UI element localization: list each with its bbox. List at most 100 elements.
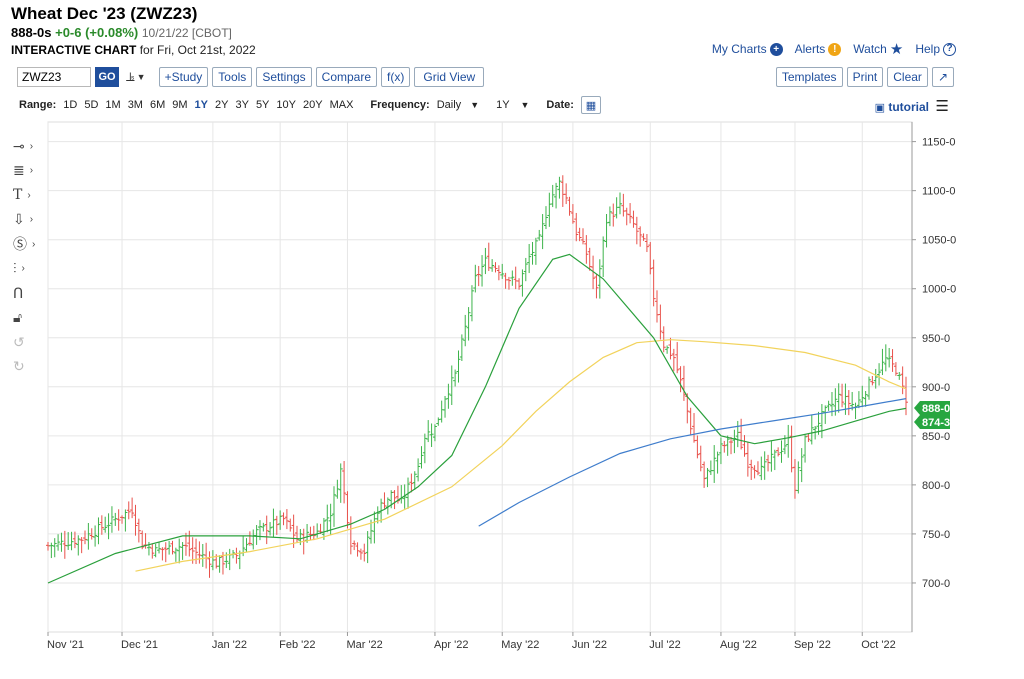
expand-icon: ↗ <box>937 70 948 84</box>
chevron-right-icon: › <box>29 165 34 177</box>
y-tick-label: 950-0 <box>922 333 950 345</box>
range-2y[interactable]: 2Y <box>215 99 229 111</box>
y-tick-label: 750-0 <box>922 529 950 541</box>
undo-icon: ↺ <box>13 333 25 350</box>
ma-price-tag <box>914 415 950 429</box>
range-6m[interactable]: 6M <box>149 99 166 111</box>
date-label: Date: <box>546 99 574 111</box>
compare-button[interactable]: Compare <box>315 67 378 87</box>
range-max[interactable]: MAX <box>329 99 354 111</box>
y-tick-label: 900-0 <box>922 382 950 394</box>
x-tick-label: Jun '22 <box>572 639 607 651</box>
frequency-value: Daily <box>436 99 462 111</box>
range-1y[interactable]: 1Y <box>194 99 208 111</box>
magnet-icon: Ո <box>13 284 24 301</box>
right-toolbar: Templates Print Clear ↗ <box>775 67 954 87</box>
help-label: Help <box>915 42 940 56</box>
magnet-tool[interactable]: Ո <box>13 281 45 306</box>
chevron-down-icon: ▼ <box>136 72 146 82</box>
clear-button[interactable]: Clear <box>887 67 928 87</box>
line-tool[interactable]: ⊸ › <box>13 134 45 159</box>
x-tick-label: Aug '22 <box>720 639 757 651</box>
help-link[interactable]: Help ? <box>915 42 956 56</box>
tutorial-link[interactable]: ▣ tutorial <box>875 100 929 114</box>
page-title: Wheat Dec '23 (ZWZ23) <box>11 4 198 23</box>
chart-subtitle: INTERACTIVE CHART for Fri, Oct 21st, 202… <box>11 43 256 57</box>
fib-tool[interactable]: ≣ › <box>13 159 45 184</box>
lock-icon: 🔓︎ <box>13 309 23 326</box>
arrow-tool[interactable]: ⇩ › <box>13 208 45 233</box>
x-tick-label: Feb '22 <box>279 639 315 651</box>
print-button[interactable]: Print <box>846 67 884 87</box>
undo-button[interactable]: ↺ <box>13 330 45 355</box>
moving-average-blue <box>478 398 907 527</box>
x-tick-label: Jan '22 <box>212 639 247 651</box>
quote-line: 888-0s +0-6 (+0.08%) 10/21/22 [CBOT] <box>11 25 232 40</box>
range-10y[interactable]: 10Y <box>276 99 296 111</box>
range-1m[interactable]: 1M <box>105 99 121 111</box>
text-icon: T <box>13 187 23 204</box>
chart-toolbar: GO ⫡ ▼ +Study Tools Settings Compare f(x… <box>17 67 485 87</box>
y-tick-label: 850-0 <box>922 431 950 443</box>
dollar-circle-icon: Ⓢ <box>13 236 27 253</box>
watch-link[interactable]: Watch ★ <box>853 42 903 57</box>
measure-icon: ⫶ <box>13 260 17 277</box>
redo-button[interactable]: ↻ <box>13 355 45 380</box>
chevron-down-icon: ▼ <box>520 100 530 110</box>
chevron-right-icon: › <box>21 263 25 275</box>
chevron-right-icon: › <box>29 140 34 152</box>
ohlc-bar-icon: ⫡ <box>126 69 135 84</box>
y-tick-label: 700-0 <box>922 578 950 590</box>
text-tool[interactable]: T › <box>13 183 45 208</box>
range-5d[interactable]: 5D <box>84 99 99 111</box>
y-tick-label: 1000-0 <box>922 284 956 296</box>
range-20y[interactable]: 20Y <box>302 99 323 111</box>
range-3m[interactable]: 3M <box>127 99 143 111</box>
lock-tool[interactable]: 🔓︎ <box>13 306 45 331</box>
frequency-label: Frequency: <box>370 99 430 111</box>
x-tick-label: Apr '22 <box>434 639 469 651</box>
range-5y[interactable]: 5Y <box>255 99 270 111</box>
frequency-dropdown[interactable]: Daily ▼ <box>437 99 479 111</box>
x-tick-label: Dec '21 <box>121 639 158 651</box>
grid-view-button[interactable]: Grid View <box>414 67 485 87</box>
subtitle-date: for Fri, Oct 21st, 2022 <box>139 43 256 57</box>
chevron-down-icon: ▼ <box>470 100 480 110</box>
chevron-right-icon: › <box>32 238 36 250</box>
symbol-tool[interactable]: Ⓢ › <box>13 232 45 257</box>
alerts-link[interactable]: Alerts ! <box>795 42 842 56</box>
tools-button[interactable]: Tools <box>212 67 253 87</box>
period-value: 1Y <box>496 99 510 111</box>
range-3y[interactable]: 3Y <box>235 99 249 111</box>
plot-area <box>47 121 913 633</box>
x-tick-label: Sep '22 <box>794 639 831 651</box>
tutorial-label: tutorial <box>888 100 929 114</box>
plus-circle-icon: + <box>769 42 783 56</box>
go-button[interactable]: GO <box>95 67 119 87</box>
calendar-icon: ▦ <box>585 99 597 112</box>
my-charts-link[interactable]: My Charts + <box>712 42 783 56</box>
x-tick-label: Nov '21 <box>47 639 84 651</box>
ma-price-tag-label: 874-3 <box>922 417 950 429</box>
templates-button[interactable]: Templates <box>775 67 843 87</box>
moving-average-green <box>47 253 907 584</box>
last-price-tag <box>914 401 950 415</box>
x-tick-label: May '22 <box>501 639 539 651</box>
range-9m[interactable]: 9M <box>172 99 188 111</box>
y-tick-label: 1150-0 <box>922 137 955 149</box>
study-button[interactable]: +Study <box>158 67 209 87</box>
range-1d[interactable]: 1D <box>63 99 78 111</box>
measure-tool[interactable]: ⫶ › <box>13 257 45 282</box>
bar-type-dropdown[interactable]: ⫡ ▼ <box>123 67 149 87</box>
settings-button[interactable]: Settings <box>256 67 312 87</box>
period-dropdown[interactable]: 1Y ▼ <box>496 99 529 111</box>
calendar-button[interactable]: ▦ <box>580 96 601 114</box>
x-tick-label: Jul '22 <box>649 639 680 651</box>
film-icon: ▣ <box>874 102 885 114</box>
alert-icon: ! <box>828 42 842 56</box>
expand-button[interactable]: ↗ <box>931 67 954 87</box>
menu-icon[interactable]: ☰ <box>935 98 949 115</box>
symbol-input[interactable] <box>17 67 91 87</box>
function-button[interactable]: f(x) <box>381 67 411 87</box>
